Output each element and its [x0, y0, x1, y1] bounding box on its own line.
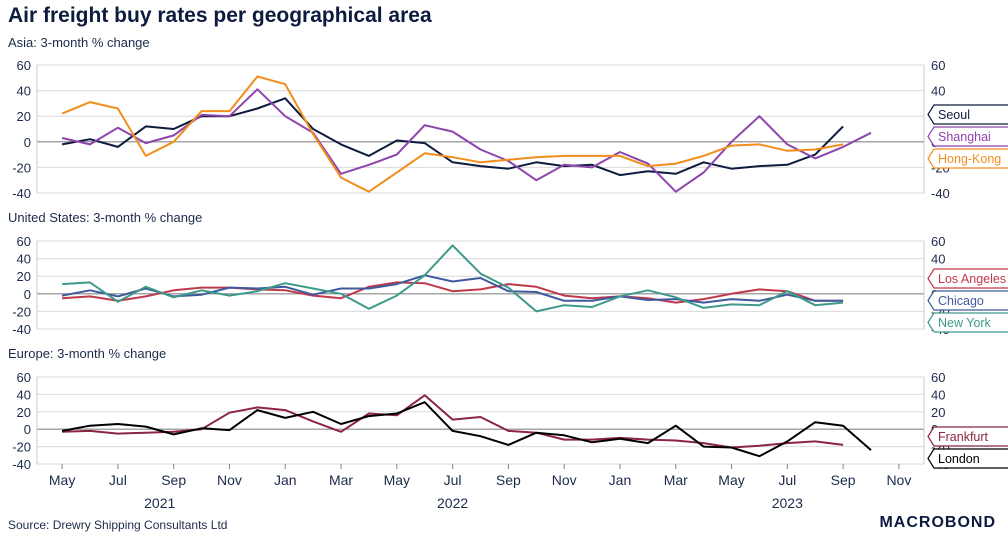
legend-tag-london: London [927, 448, 1008, 469]
x-tick-label: May [49, 472, 75, 488]
y-tick-label-left: 20 [17, 269, 31, 284]
y-tick-label-left: 0 [24, 287, 31, 302]
series-line-new-york [62, 244, 844, 313]
legend-tag-label: Seoul [938, 108, 970, 122]
x-tick-label: Jul [109, 472, 127, 488]
y-tick-label-right: 60 [931, 234, 945, 249]
y-tick-label-right: 40 [931, 252, 945, 267]
panel-title: Asia: 3-month % change [8, 35, 150, 50]
panel-2: United States: 3-month % change-40-40-20… [8, 210, 1008, 337]
legend-tag-box [927, 312, 1008, 333]
y-tick-label-left: 40 [17, 252, 31, 267]
legend-tag-shanghai: Shanghai [927, 126, 1008, 147]
y-tick-label-left: 0 [24, 135, 31, 150]
y-tick-label-left: -40 [12, 457, 31, 472]
series-line-chicago [61, 274, 844, 304]
y-tick-label-right: 60 [931, 58, 945, 73]
series-line-los-angeles [62, 281, 844, 304]
x-tick-label: Mar [329, 472, 353, 488]
legend-tag-label: Shanghai [938, 130, 991, 144]
x-tick-label: Sep [831, 472, 856, 488]
legend-tag-new-york: New York [927, 312, 1008, 333]
legend-tag-box [927, 268, 1008, 289]
y-tick-label-left: 20 [17, 405, 31, 420]
y-tick-label-left: 60 [17, 370, 31, 385]
x-tick-label: Jul [444, 472, 462, 488]
x-tick-label: Jan [274, 472, 297, 488]
y-tick-label-left: 60 [17, 234, 31, 249]
legend-tag-box [927, 448, 1008, 469]
y-tick-label-right: 20 [931, 405, 945, 420]
x-tick-label: Sep [161, 472, 186, 488]
y-tick-label-left: -40 [12, 186, 31, 201]
y-tick-label-right: 40 [931, 387, 945, 402]
legend-tag-chicago: Chicago [927, 290, 1008, 311]
series-line-shanghai [61, 88, 872, 193]
y-tick-label-right: -40 [931, 186, 950, 201]
x-year-label: 2021 [144, 495, 175, 511]
panel-title: United States: 3-month % change [8, 210, 202, 225]
source-note: Source: Drewry Shipping Consultants Ltd [8, 518, 228, 532]
x-tick-label: Mar [664, 472, 688, 488]
legend-tag-label: Frankfurt [938, 430, 989, 444]
y-tick-label-left: 20 [17, 109, 31, 124]
legend-tag-box [927, 104, 1008, 125]
series-line-frankfurt [62, 394, 844, 449]
legend-tag-label: London [938, 452, 980, 466]
x-tick-label: Nov [886, 472, 911, 488]
series-line-hong-kong [61, 75, 844, 193]
x-tick-label: Jan [609, 472, 632, 488]
y-tick-label-left: 60 [17, 58, 31, 73]
panel-title: Europe: 3-month % change [8, 346, 166, 361]
legend-tag-frankfurt: Frankfurt [927, 426, 1008, 447]
x-tick-label: Jul [778, 472, 796, 488]
x-tick-label: May [384, 472, 410, 488]
legend-tag-box [927, 148, 1008, 169]
x-tick-label: Nov [217, 472, 242, 488]
legend-tag-label: Los Angeles [938, 272, 1006, 286]
y-tick-label-left: 40 [17, 387, 31, 402]
legend-tag-label: Chicago [938, 294, 984, 308]
x-tick-label: Sep [496, 472, 521, 488]
legend-tag-box [927, 426, 1008, 447]
macrobond-logo: MACROBOND [879, 514, 996, 531]
legend-tag-los-angeles: Los Angeles [927, 268, 1008, 289]
x-year-label: 2023 [772, 495, 803, 511]
legend-tag-label: New York [938, 316, 992, 330]
legend-tag-label: Hong-Kong [938, 152, 1001, 166]
y-tick-label-left: -20 [12, 440, 31, 455]
x-year-label: 2022 [437, 495, 468, 511]
y-tick-label-left: 0 [24, 422, 31, 437]
series-line-london [61, 401, 872, 458]
y-tick-label-left: 40 [17, 84, 31, 99]
panel-3: Europe: 3-month % change-40-40-20-200020… [8, 346, 1008, 472]
chart-title: Air freight buy rates per geographical a… [8, 4, 432, 27]
legend-tag-box [927, 290, 1008, 311]
legend-tag-seoul: Seoul [927, 104, 1008, 125]
x-tick-label: May [718, 472, 744, 488]
panel-1: Asia: 3-month % change-40-40-20-20002020… [8, 35, 1008, 201]
y-tick-label-right: 60 [931, 370, 945, 385]
x-axis: May Jul Sep Nov Jan Mar May Jul Sep Nov Jan Mar May J… [49, 464, 911, 511]
legend-tag-box [927, 126, 1008, 147]
y-tick-label-left: -20 [12, 304, 31, 319]
legend-tag-hong-kong: Hong-Kong [927, 148, 1008, 169]
y-tick-label-left: -40 [12, 322, 31, 337]
y-tick-label-right: 40 [931, 84, 945, 99]
x-tick-label: Nov [552, 472, 577, 488]
y-tick-label-left: -20 [12, 160, 31, 175]
